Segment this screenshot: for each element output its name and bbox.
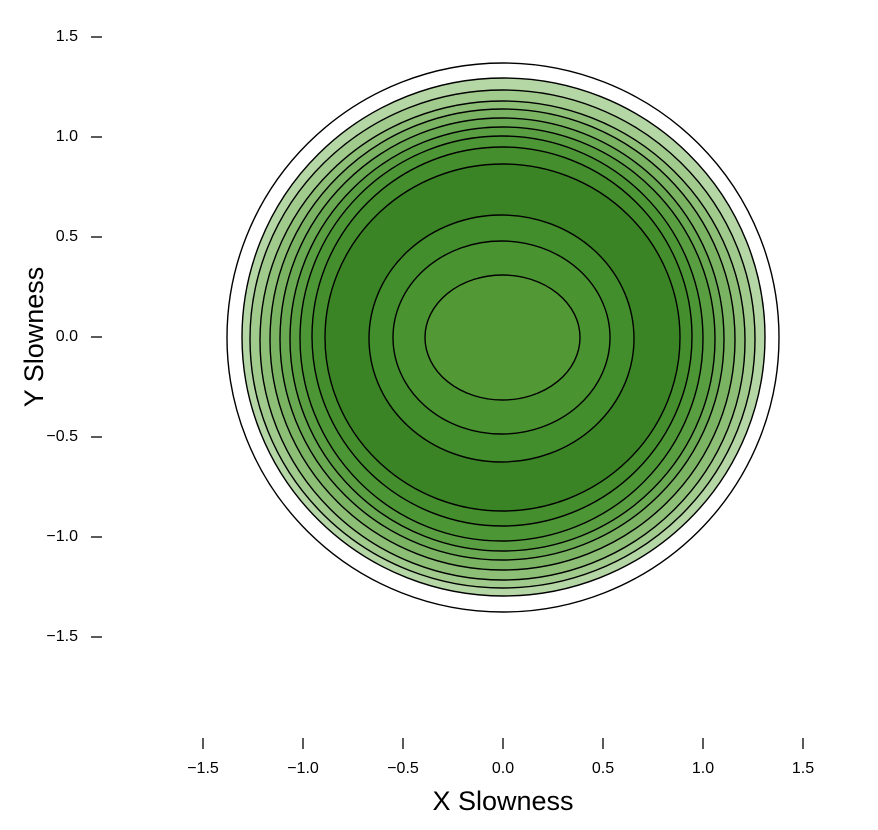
y-tick-label: −0.5: [46, 428, 78, 445]
x-tick-label: 1.0: [692, 760, 714, 777]
y-tick-label: 1.5: [56, 28, 78, 45]
y-tick-label: −1.0: [46, 528, 78, 545]
y-axis-title: Y Slowness: [19, 267, 49, 408]
y-tick-label: 0.0: [56, 328, 78, 345]
y-tick-label: 0.5: [56, 228, 78, 245]
x-axis-title: X Slowness: [432, 786, 573, 816]
x-tick-label: 1.5: [792, 760, 814, 777]
x-tick-label: 0.0: [492, 760, 514, 777]
x-tick-label: −0.5: [387, 760, 419, 777]
y-tick-label: 1.0: [56, 128, 78, 145]
x-tick-label: −1.0: [287, 760, 319, 777]
x-tick-label: −1.5: [187, 760, 219, 777]
contour-level: [424, 274, 581, 401]
y-tick-label: −1.5: [46, 628, 78, 645]
x-tick-label: 0.5: [592, 760, 614, 777]
